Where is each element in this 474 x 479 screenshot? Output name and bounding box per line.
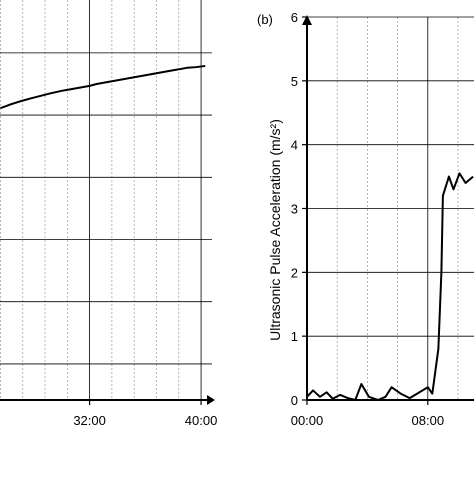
y-tick-label: 6	[291, 10, 298, 25]
panel-label: (b)	[257, 12, 273, 27]
y-tick-label: 4	[291, 138, 298, 153]
axis-arrow	[302, 15, 312, 25]
y-tick-label: 2	[291, 265, 298, 280]
y-tick-label: 5	[291, 74, 298, 89]
y-tick-label: 3	[291, 202, 298, 217]
y-axis-title: Ultrasonic Pulse Acceleration (m/s²)	[267, 119, 283, 341]
x-tick-label: 40:00	[185, 413, 218, 428]
data-line	[306, 172, 474, 401]
y-tick-label: 0	[291, 393, 298, 408]
x-tick-label: 08:00	[412, 413, 445, 428]
axis-arrow	[207, 395, 215, 405]
y-tick-label: 1	[291, 329, 298, 344]
x-tick-label: 00:00	[291, 413, 324, 428]
x-tick-label: 32:00	[73, 413, 106, 428]
data-line	[0, 64, 206, 110]
